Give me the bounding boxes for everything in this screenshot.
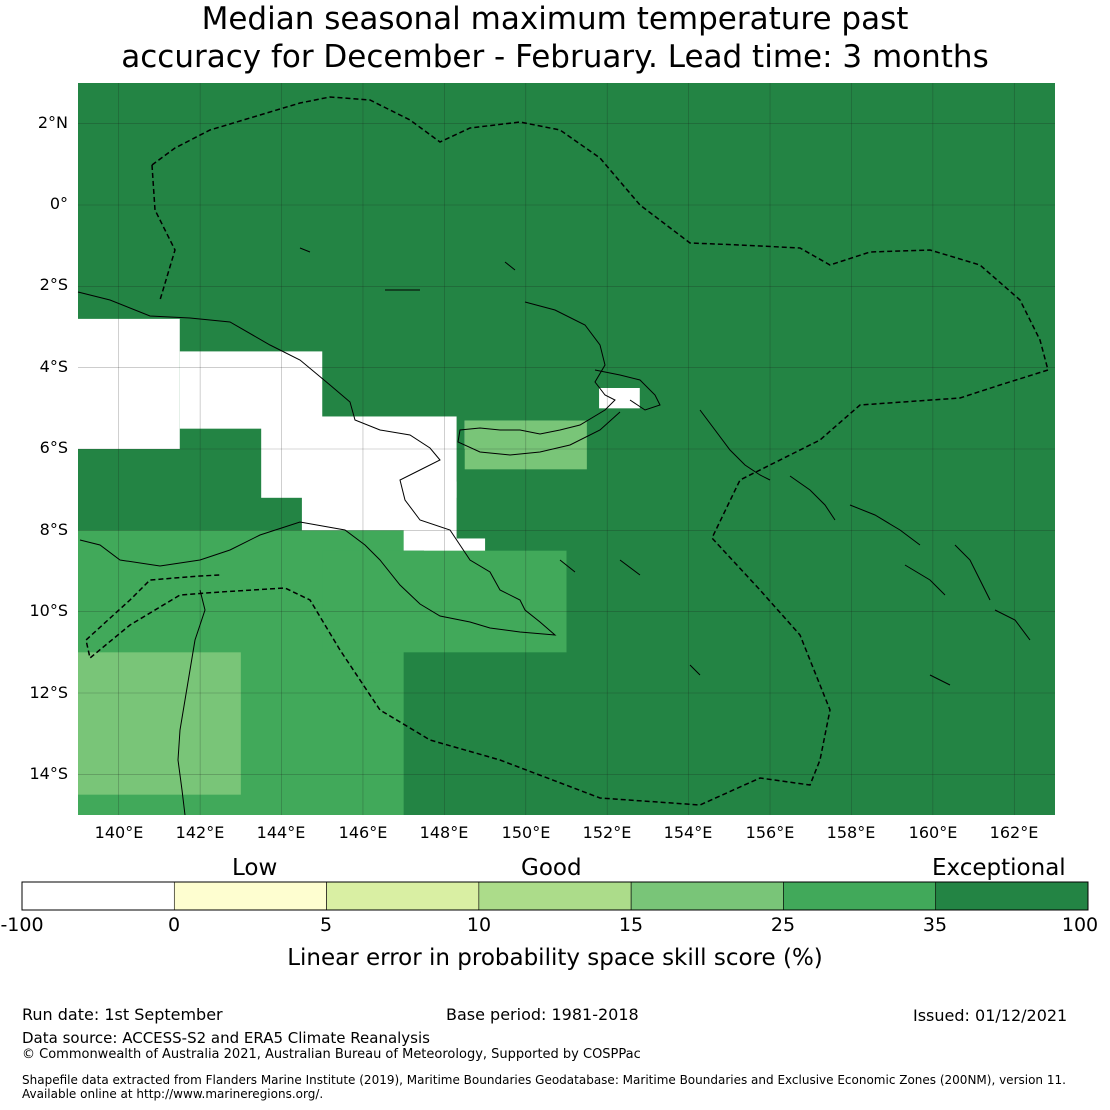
- legend-category-exceptional: Exceptional: [932, 855, 1066, 881]
- colorbar-segment: [935, 881, 1089, 911]
- legend-category-good: Good: [521, 855, 582, 881]
- west-boundary: [151, 164, 176, 301]
- data-source: Data source: ACCESS-S2 and ERA5 Climate …: [22, 1029, 430, 1047]
- new-ireland-coast: [594, 369, 661, 411]
- small-islands: [299, 247, 951, 686]
- legend-category-low: Low: [232, 855, 278, 881]
- colorbar-tick-label: 35: [922, 914, 948, 936]
- colorbar-outline: [21, 881, 1089, 911]
- lon-tick-label: 140°E: [94, 823, 144, 842]
- colorbar-segments: [21, 881, 1089, 911]
- new-britain-coast: [457, 301, 621, 456]
- colorbar-segment: [478, 881, 632, 911]
- eez-boundaries: [85, 96, 1049, 806]
- lon-tick-label: 160°E: [908, 823, 958, 842]
- lat-tick-label: 2°N: [37, 113, 68, 132]
- colorbar-segment: [783, 881, 937, 911]
- colorbar-tick-label: 25: [770, 914, 796, 936]
- colorbar-segment: [173, 881, 327, 911]
- lat-tick-label: 14°S: [29, 764, 68, 783]
- lon-tick-label: 148°E: [419, 823, 469, 842]
- colorbar-segment: [21, 881, 175, 911]
- colorbar-segment: [326, 881, 480, 911]
- colorbar-tick-label: 15: [618, 914, 644, 936]
- chart-title-line-1: Median seasonal maximum temperature past: [201, 1, 909, 37]
- colorbar-tick-label: 5: [319, 914, 333, 936]
- skill-region: [599, 388, 640, 409]
- copyright: © Commonwealth of Australia 2021, Austra…: [22, 1047, 641, 1062]
- lon-tick-label: 154°E: [663, 823, 713, 842]
- lat-tick-label: 6°S: [39, 438, 68, 457]
- lon-tick-label: 162°E: [989, 823, 1039, 842]
- lon-tick-label: 144°E: [256, 823, 306, 842]
- colorbar-axis-label: Linear error in probability space skill …: [287, 945, 823, 971]
- skill-region: [322, 550, 567, 653]
- skill-region: [78, 652, 241, 795]
- coastlines: [77, 247, 1031, 816]
- chart-title-line-2: accuracy for December - February. Lead t…: [121, 39, 989, 75]
- shapefile-credit-line-2: Available online at http://www.marinereg…: [22, 1087, 324, 1101]
- colorbar-tick-label: 0: [167, 914, 181, 936]
- colorbar-tick-label: 10: [466, 914, 492, 936]
- colorbar-segment: [630, 881, 784, 911]
- issued-date: Issued: 01/12/2021: [913, 1006, 1068, 1025]
- lon-tick-label: 156°E: [745, 823, 795, 842]
- lat-lon-gridlines: [78, 83, 1055, 815]
- lon-tick-label: 152°E: [582, 823, 632, 842]
- cape-york-coast: [177, 589, 206, 816]
- lon-tick-label: 150°E: [501, 823, 551, 842]
- run-date: Run date: 1st September: [22, 1005, 223, 1024]
- new-guinea-coast: [77, 291, 557, 636]
- base-period: Base period: 1981-2018: [446, 1005, 639, 1024]
- lat-tick-label: 10°S: [29, 601, 68, 620]
- solomon-islands-coast: [699, 409, 1031, 641]
- lat-tick-label: 4°S: [39, 357, 68, 376]
- lat-tick-label: 12°S: [29, 683, 68, 702]
- lat-tick-label: 2°S: [39, 275, 68, 294]
- lon-tick-label: 158°E: [826, 823, 876, 842]
- skill-region: [78, 318, 180, 449]
- lat-tick-label: 8°S: [39, 520, 68, 539]
- lat-tick-label: 0°: [49, 194, 68, 213]
- lon-tick-label: 146°E: [338, 823, 388, 842]
- colorbar-tick-label: 100: [1061, 914, 1099, 936]
- skill-region: [179, 351, 323, 429]
- png-eez-boundary: [85, 96, 1049, 806]
- colorbar-tick-label: -100: [0, 914, 44, 936]
- skill-grid-cells: [78, 83, 1055, 815]
- lon-tick-label: 142°E: [175, 823, 225, 842]
- shapefile-credit-line-1: Shapefile data extracted from Flanders M…: [22, 1073, 1066, 1087]
